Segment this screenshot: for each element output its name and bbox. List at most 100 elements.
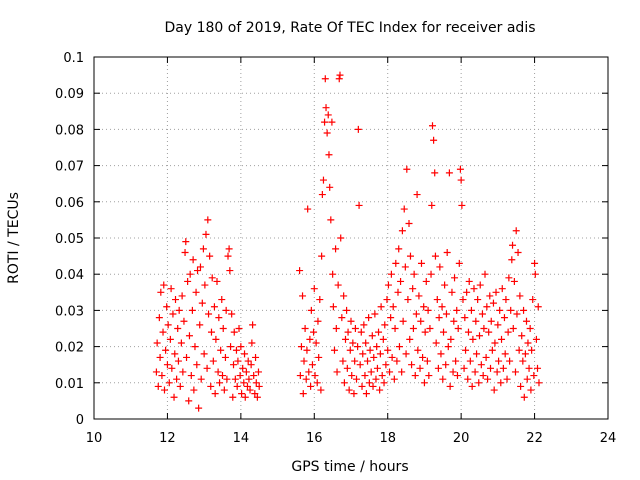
- data-point: [498, 285, 506, 293]
- chart-title: Day 180 of 2019, Rate Of TEC Index for r…: [164, 20, 535, 36]
- data-point: [235, 325, 243, 332]
- data-point: [478, 310, 486, 318]
- data-point: [350, 390, 358, 398]
- data-point: [237, 343, 245, 351]
- data-point: [224, 252, 232, 260]
- data-point: [322, 104, 330, 112]
- data-point: [333, 368, 341, 376]
- data-point: [480, 325, 488, 332]
- data-point: [417, 317, 425, 325]
- data-point: [213, 277, 221, 285]
- data-point: [460, 364, 468, 372]
- data-point: [185, 397, 193, 405]
- data-point: [468, 382, 476, 390]
- data-point: [411, 372, 419, 380]
- data-point: [376, 350, 384, 358]
- data-point: [196, 263, 204, 271]
- data-point: [250, 372, 258, 380]
- data-point: [414, 346, 422, 354]
- data-point: [370, 353, 378, 361]
- data-point: [246, 386, 254, 394]
- data-point: [481, 270, 489, 278]
- data-point: [324, 111, 332, 119]
- data-point: [223, 375, 231, 383]
- data-point: [163, 303, 171, 311]
- data-point: [191, 343, 199, 351]
- y-tick-label: 0.07: [55, 160, 84, 175]
- data-point: [199, 245, 207, 253]
- data-point: [155, 314, 163, 322]
- data-point: [198, 299, 206, 307]
- data-point: [308, 361, 316, 369]
- data-point: [448, 288, 456, 296]
- data-point: [321, 118, 329, 126]
- data-point: [523, 375, 531, 383]
- data-point: [476, 281, 484, 289]
- data-point: [204, 216, 212, 224]
- data-point: [329, 270, 337, 278]
- data-point: [162, 346, 170, 354]
- data-point: [474, 296, 482, 304]
- data-point: [442, 361, 450, 369]
- data-point: [510, 277, 518, 285]
- data-point: [404, 296, 412, 304]
- data-point: [164, 321, 172, 329]
- data-point: [421, 328, 429, 336]
- data-point: [220, 386, 228, 394]
- data-point: [499, 364, 507, 372]
- data-point: [426, 325, 434, 332]
- data-point: [169, 310, 177, 318]
- data-point: [157, 288, 165, 296]
- data-point: [462, 346, 470, 354]
- data-point: [361, 372, 369, 380]
- x-tick-label: 22: [526, 431, 543, 446]
- data-point: [470, 285, 478, 293]
- data-point: [232, 346, 240, 354]
- data-point: [316, 296, 324, 304]
- data-point: [367, 368, 375, 376]
- data-point: [160, 281, 168, 289]
- data-point: [357, 328, 365, 336]
- data-point: [203, 364, 211, 372]
- data-point: [532, 335, 540, 343]
- data-point: [339, 357, 347, 365]
- data-point: [518, 332, 526, 340]
- data-point: [321, 75, 329, 83]
- data-point: [358, 382, 366, 390]
- axis-ticks: [93, 56, 609, 420]
- data-point: [524, 339, 532, 347]
- data-point: [195, 404, 203, 412]
- data-point: [327, 216, 335, 224]
- data-point: [452, 357, 460, 365]
- data-point: [243, 382, 251, 390]
- data-point: [534, 303, 542, 311]
- data-point: [409, 325, 417, 332]
- y-tick-label: 0.1: [63, 51, 84, 66]
- data-point: [436, 263, 444, 271]
- data-point: [384, 346, 392, 354]
- data-point: [299, 292, 307, 300]
- data-point: [402, 350, 410, 358]
- data-point: [332, 245, 340, 253]
- data-point: [498, 335, 506, 343]
- data-point: [440, 328, 448, 336]
- data-point: [483, 303, 491, 311]
- x-tick-label: 16: [306, 431, 323, 446]
- data-point: [516, 292, 524, 300]
- data-point: [297, 343, 305, 351]
- data-point: [383, 296, 391, 304]
- data-point: [395, 343, 403, 351]
- data-point: [437, 350, 445, 358]
- data-point: [329, 303, 337, 311]
- x-tick-label: 12: [159, 431, 176, 446]
- data-point: [464, 328, 472, 336]
- data-point: [377, 303, 385, 311]
- data-point: [380, 379, 388, 387]
- data-point: [299, 390, 307, 398]
- data-point: [442, 310, 450, 318]
- data-point: [398, 368, 406, 376]
- data-point: [373, 364, 381, 372]
- data-point: [453, 306, 461, 314]
- data-point: [334, 281, 342, 289]
- data-point: [463, 288, 471, 296]
